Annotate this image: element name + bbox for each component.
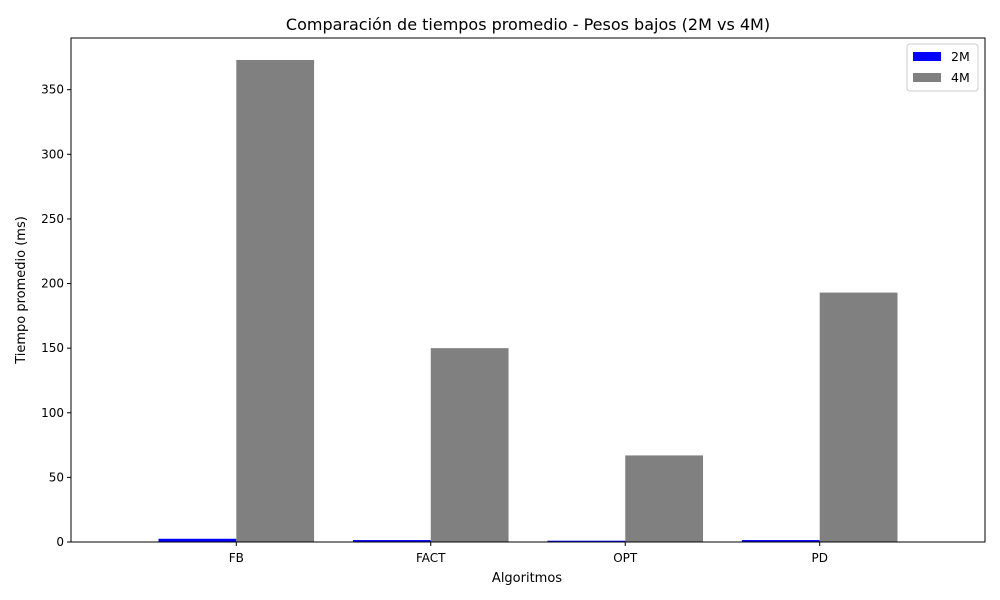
x-axis-label: Algoritmos — [492, 571, 562, 586]
chart-title: Comparación de tiempos promedio - Pesos … — [286, 15, 770, 34]
y-axis-label: Tiempo promedio (ms) — [14, 216, 29, 365]
legend-label-4m: 4M — [951, 70, 970, 85]
bar-4m-pd — [820, 293, 898, 542]
bar-4m-fb — [236, 60, 314, 542]
legend-swatch-4m — [913, 73, 941, 82]
y-tick-label: 150 — [41, 341, 64, 355]
y-tick-label: 300 — [41, 147, 64, 161]
y-tick-label: 100 — [41, 406, 64, 420]
y-tick-label: 50 — [49, 470, 64, 484]
x-tick-label-fact: FACT — [416, 551, 446, 565]
y-tick-label: 0 — [56, 535, 64, 549]
y-ticks: 0 50 100 150 200 250 300 350 — [41, 83, 71, 549]
x-tick-label-fb: FB — [229, 551, 244, 565]
x-ticks: FB FACT OPT PD — [229, 542, 828, 565]
bar-4m-fact — [431, 348, 509, 542]
bar-4m-opt — [625, 455, 703, 542]
x-tick-label-pd: PD — [811, 551, 827, 565]
y-tick-label: 350 — [41, 83, 64, 97]
legend-label-2m: 2M — [951, 49, 970, 64]
y-tick-label: 250 — [41, 212, 64, 226]
bars-layer — [159, 60, 898, 542]
legend-swatch-2m — [913, 52, 941, 61]
x-tick-label-opt: OPT — [613, 551, 638, 565]
y-tick-label: 200 — [41, 277, 64, 291]
